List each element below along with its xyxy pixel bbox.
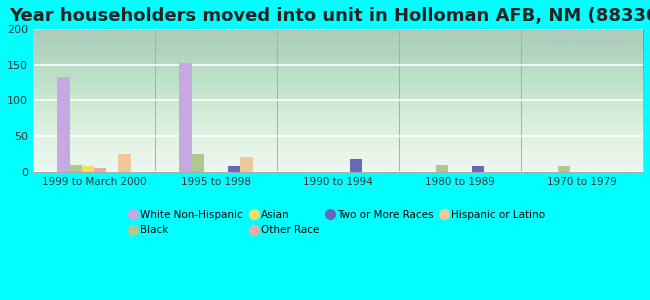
Bar (118, 154, 131, 172)
Bar (240, 158, 253, 172)
Bar (436, 164, 448, 172)
Bar (228, 166, 240, 172)
Bar (179, 63, 192, 172)
Text: City-Data.com: City-Data.com (551, 34, 625, 44)
Bar (94, 168, 106, 172)
Bar (472, 166, 484, 172)
Bar (57, 77, 70, 172)
Bar (558, 166, 570, 172)
Bar (192, 154, 203, 172)
Legend: White Non-Hispanic, Black, Asian, Other Race, Two or More Races, Hispanic or Lat: White Non-Hispanic, Black, Asian, Other … (129, 208, 547, 238)
Bar (82, 166, 94, 172)
Title: Year householders moved into unit in Holloman AFB, NM (88330): Year householders moved into unit in Hol… (9, 7, 650, 25)
Bar (350, 159, 363, 172)
Bar (70, 164, 82, 172)
